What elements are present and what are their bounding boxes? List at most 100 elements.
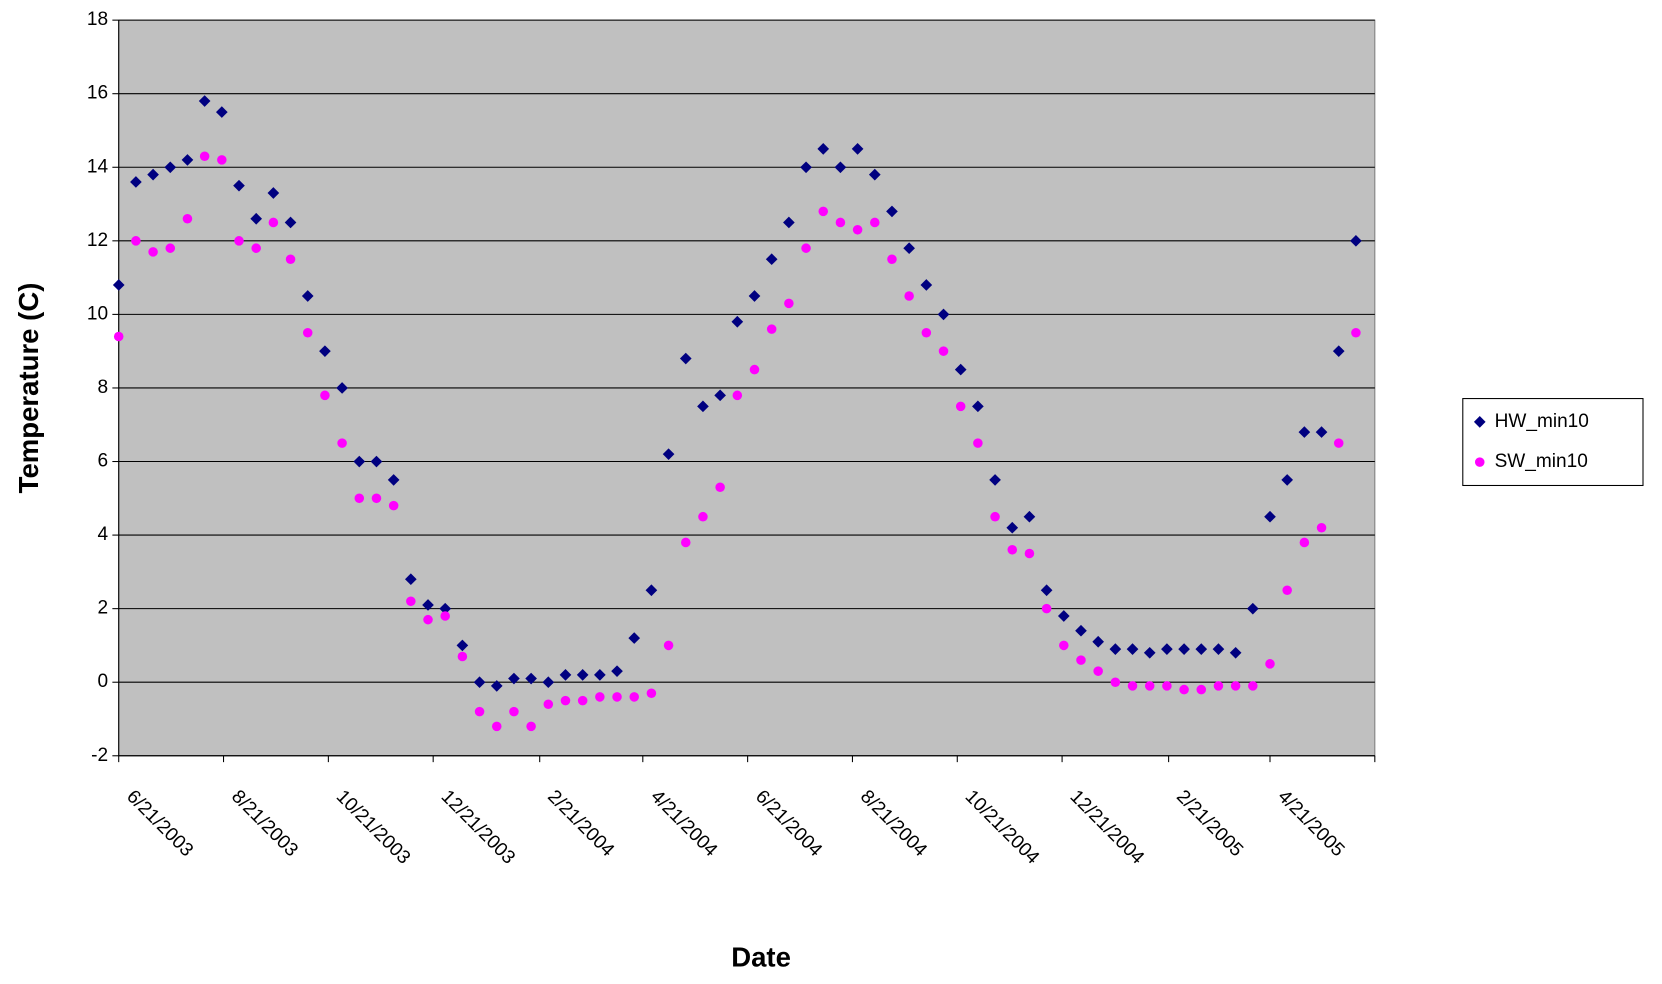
x-tick-label: 10/21/2003 bbox=[332, 786, 414, 868]
point bbox=[559, 669, 572, 681]
point bbox=[938, 346, 949, 356]
y-tick-label: 16 bbox=[87, 83, 108, 104]
point bbox=[1178, 643, 1190, 655]
legend-label: HW_min10 bbox=[1495, 411, 1589, 432]
point bbox=[1315, 426, 1328, 438]
x-tick-label: 4/21/2004 bbox=[646, 786, 721, 861]
legend-marker bbox=[1474, 457, 1485, 467]
point bbox=[766, 324, 777, 334]
y-tick-label: 4 bbox=[98, 524, 109, 545]
point bbox=[628, 632, 641, 644]
point bbox=[714, 389, 726, 402]
point bbox=[680, 537, 691, 548]
point bbox=[868, 168, 881, 181]
point bbox=[612, 692, 622, 702]
x-tick-label: 2/21/2005 bbox=[1172, 786, 1247, 861]
x-tick-label: 2/21/2004 bbox=[543, 786, 618, 861]
point bbox=[1040, 584, 1053, 597]
y-tick-label: 0 bbox=[98, 671, 109, 692]
point bbox=[629, 692, 639, 702]
x-tick-label: 4/21/2005 bbox=[1274, 786, 1349, 861]
point bbox=[921, 328, 932, 338]
point bbox=[955, 401, 966, 412]
point bbox=[387, 474, 400, 486]
point bbox=[217, 155, 227, 165]
point bbox=[250, 212, 263, 225]
point bbox=[576, 669, 589, 681]
point bbox=[1110, 677, 1121, 687]
point bbox=[1041, 603, 1052, 614]
point bbox=[663, 640, 674, 651]
point bbox=[1281, 474, 1294, 486]
point bbox=[336, 382, 348, 394]
y-tick-label: 6 bbox=[98, 451, 109, 472]
point bbox=[818, 206, 829, 217]
point bbox=[1230, 681, 1241, 691]
point bbox=[1264, 510, 1276, 523]
point bbox=[233, 179, 245, 192]
point bbox=[474, 706, 485, 717]
point bbox=[1059, 640, 1069, 651]
point bbox=[645, 584, 658, 597]
point bbox=[423, 614, 433, 625]
point bbox=[749, 364, 760, 375]
point bbox=[698, 511, 708, 522]
x-tick-label: 6/21/2003 bbox=[122, 786, 197, 861]
point bbox=[543, 699, 554, 710]
point bbox=[1316, 522, 1327, 533]
point bbox=[284, 216, 297, 229]
point bbox=[835, 217, 846, 228]
point bbox=[1299, 537, 1310, 548]
point bbox=[679, 352, 692, 365]
point bbox=[1126, 643, 1139, 655]
point bbox=[1161, 643, 1173, 655]
y-tick-label: 2 bbox=[98, 598, 109, 619]
point bbox=[148, 247, 158, 257]
x-tick-label: 6/21/2004 bbox=[751, 786, 826, 861]
point bbox=[1024, 548, 1035, 559]
point bbox=[732, 390, 743, 401]
point bbox=[577, 695, 588, 706]
point bbox=[1144, 681, 1155, 691]
point bbox=[268, 217, 279, 228]
point bbox=[1195, 643, 1208, 655]
point bbox=[319, 345, 331, 358]
point bbox=[611, 665, 623, 678]
point bbox=[1127, 681, 1138, 691]
point bbox=[560, 695, 571, 706]
point bbox=[456, 639, 469, 652]
point bbox=[353, 455, 366, 468]
point bbox=[1332, 345, 1345, 358]
legend-label: SW_min10 bbox=[1495, 451, 1588, 472]
point bbox=[354, 493, 365, 504]
point bbox=[406, 596, 416, 607]
point bbox=[887, 254, 897, 264]
point bbox=[509, 706, 519, 717]
point bbox=[1282, 585, 1292, 596]
point bbox=[251, 243, 261, 253]
y-axis-title: Temperature (C) bbox=[13, 283, 44, 494]
point bbox=[1076, 655, 1086, 665]
point bbox=[954, 363, 967, 376]
point bbox=[131, 236, 141, 246]
point bbox=[937, 308, 950, 321]
point bbox=[112, 279, 125, 291]
point bbox=[1092, 635, 1104, 648]
point bbox=[388, 500, 399, 511]
point bbox=[457, 651, 468, 662]
x-tick-label: 12/21/2004 bbox=[1066, 786, 1149, 869]
point bbox=[662, 448, 675, 460]
x-axis-title: Date bbox=[731, 942, 791, 973]
point bbox=[1109, 643, 1122, 655]
point bbox=[646, 688, 657, 699]
point bbox=[852, 225, 863, 235]
point bbox=[834, 161, 847, 174]
x-tick-label: 12/21/2003 bbox=[437, 786, 519, 868]
point bbox=[1265, 659, 1275, 669]
point bbox=[920, 279, 933, 291]
point bbox=[783, 216, 795, 229]
point bbox=[1196, 684, 1207, 695]
point bbox=[1162, 681, 1172, 691]
point bbox=[990, 511, 1000, 522]
